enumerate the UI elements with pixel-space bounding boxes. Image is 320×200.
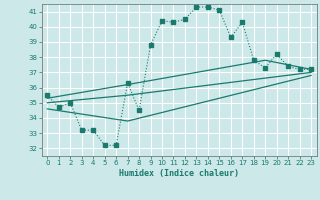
X-axis label: Humidex (Indice chaleur): Humidex (Indice chaleur) <box>119 169 239 178</box>
